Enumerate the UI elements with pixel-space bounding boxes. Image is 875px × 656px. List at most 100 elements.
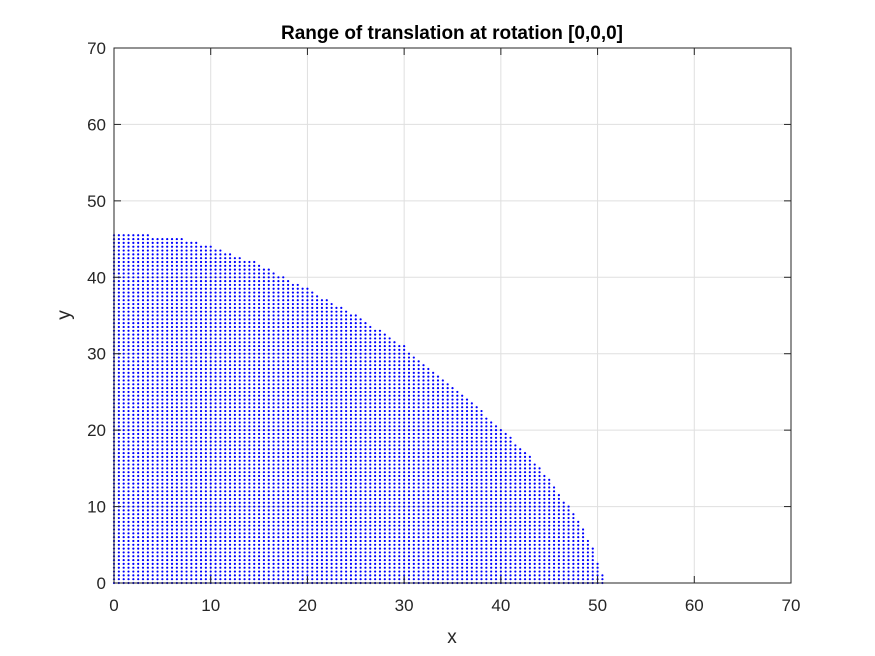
- data-point: [286, 375, 290, 378]
- data-point: [291, 494, 295, 497]
- data-point: [354, 409, 357, 413]
- data-point: [219, 463, 222, 466]
- data-point: [296, 490, 299, 493]
- data-point: [398, 516, 401, 520]
- data-point: [340, 364, 343, 367]
- data-point: [233, 440, 236, 443]
- data-point: [180, 341, 183, 344]
- data-point: [354, 356, 357, 359]
- data-point: [335, 578, 338, 581]
- data-point: [277, 539, 280, 543]
- data-point: [238, 558, 241, 562]
- data-point: [156, 440, 159, 443]
- data-point: [306, 409, 309, 413]
- data-point: [228, 375, 232, 378]
- data-point: [325, 562, 328, 565]
- data-point: [335, 318, 338, 321]
- data-point: [316, 455, 319, 458]
- data-point: [272, 344, 275, 348]
- data-point: [359, 455, 362, 458]
- data-point: [354, 490, 357, 493]
- data-point: [214, 558, 217, 562]
- data-point: [238, 367, 241, 371]
- data-point: [185, 344, 188, 348]
- data-point: [137, 318, 140, 321]
- data-point: [195, 551, 198, 554]
- data-point: [170, 409, 174, 413]
- data-point: [146, 574, 149, 577]
- data-point: [296, 536, 299, 539]
- data-point: [146, 276, 149, 279]
- data-point: [204, 471, 207, 474]
- data-point: [320, 348, 324, 351]
- data-point: [141, 482, 145, 485]
- data-point: [224, 543, 227, 546]
- data-point: [156, 280, 159, 283]
- data-point: [127, 417, 130, 420]
- data-point: [374, 371, 377, 374]
- data-point: [141, 375, 145, 378]
- data-point: [224, 337, 227, 340]
- data-point: [383, 394, 386, 397]
- data-point: [340, 337, 343, 340]
- data-point: [224, 364, 227, 367]
- data-point: [141, 344, 145, 348]
- data-point: [403, 432, 406, 436]
- data-point: [364, 478, 367, 481]
- data-point: [383, 570, 386, 573]
- data-point: [393, 471, 396, 474]
- data-point: [224, 280, 227, 283]
- data-point: [195, 471, 198, 474]
- data-point: [195, 444, 198, 447]
- data-point: [253, 463, 256, 466]
- data-point: [238, 543, 241, 546]
- data-point: [238, 555, 241, 558]
- data-point: [286, 543, 290, 546]
- data-point: [316, 494, 319, 497]
- data-point: [204, 406, 207, 409]
- data-point: [306, 551, 309, 554]
- data-point: [316, 348, 319, 351]
- data-point: [340, 528, 343, 531]
- data-point: [364, 356, 367, 359]
- data-point: [354, 467, 357, 470]
- data-point: [277, 276, 280, 279]
- data-point: [228, 302, 232, 306]
- data-point: [141, 268, 145, 271]
- data-point: [340, 356, 343, 359]
- data-point: [267, 532, 270, 535]
- data-point: [228, 295, 232, 298]
- data-point: [306, 375, 309, 378]
- data-point: [204, 440, 207, 443]
- data-point: [393, 474, 396, 478]
- data-point: [345, 516, 348, 520]
- data-point: [272, 536, 275, 539]
- data-point: [156, 390, 159, 394]
- data-point: [219, 306, 222, 309]
- data-point: [132, 291, 135, 294]
- data-point: [277, 501, 280, 504]
- data-point: [378, 528, 382, 531]
- data-point: [291, 528, 295, 531]
- data-point: [267, 467, 270, 470]
- data-point: [277, 348, 280, 351]
- data-point: [137, 490, 140, 493]
- data-point: [248, 329, 251, 332]
- data-point: [378, 574, 382, 577]
- data-point: [146, 260, 149, 264]
- data-point: [306, 467, 309, 470]
- data-point: [248, 459, 251, 462]
- data-point: [374, 364, 377, 367]
- data-point: [369, 520, 372, 523]
- data-point: [335, 325, 338, 329]
- data-point: [388, 337, 391, 340]
- data-point: [272, 513, 275, 516]
- data-point: [175, 536, 178, 539]
- data-point: [248, 360, 251, 363]
- data-point: [209, 417, 212, 420]
- data-point: [374, 367, 377, 371]
- data-point: [214, 402, 217, 405]
- data-point: [146, 455, 149, 458]
- data-point: [301, 417, 304, 420]
- data-point: [286, 314, 290, 317]
